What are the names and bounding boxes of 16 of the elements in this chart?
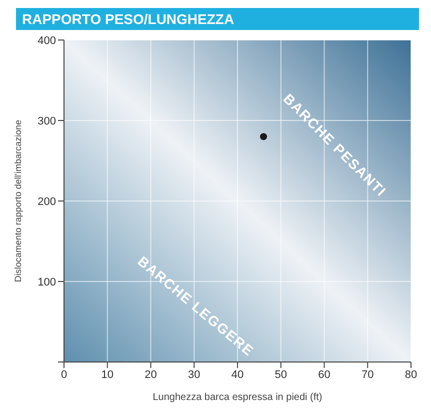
x-tick-label: 60 [318,368,330,381]
x-tick-label: 20 [144,368,157,381]
y-tick-label: 200 [38,196,56,208]
y-axis-title: Dislocamento rapporto dell'imbarcazione [13,120,24,282]
x-axis-title: Lunghezza barca espressa in piedi (ft) [152,392,322,403]
x-tick-label: 10 [101,368,114,381]
x-tick-label: 0 [60,368,68,381]
y-tick-label: 400 [38,34,56,47]
y-tick-label: 300 [38,115,56,128]
y-tick-label: 100 [38,276,56,288]
x-tick-label: 30 [188,368,200,381]
x-tick-label: 50 [274,368,287,381]
x-tick-label: 70 [362,368,374,381]
x-tick-label: 40 [231,368,244,381]
chart-title: RAPPORTO PESO/LUNGHEZZA [16,8,419,30]
x-tick-label: 80 [404,368,418,381]
